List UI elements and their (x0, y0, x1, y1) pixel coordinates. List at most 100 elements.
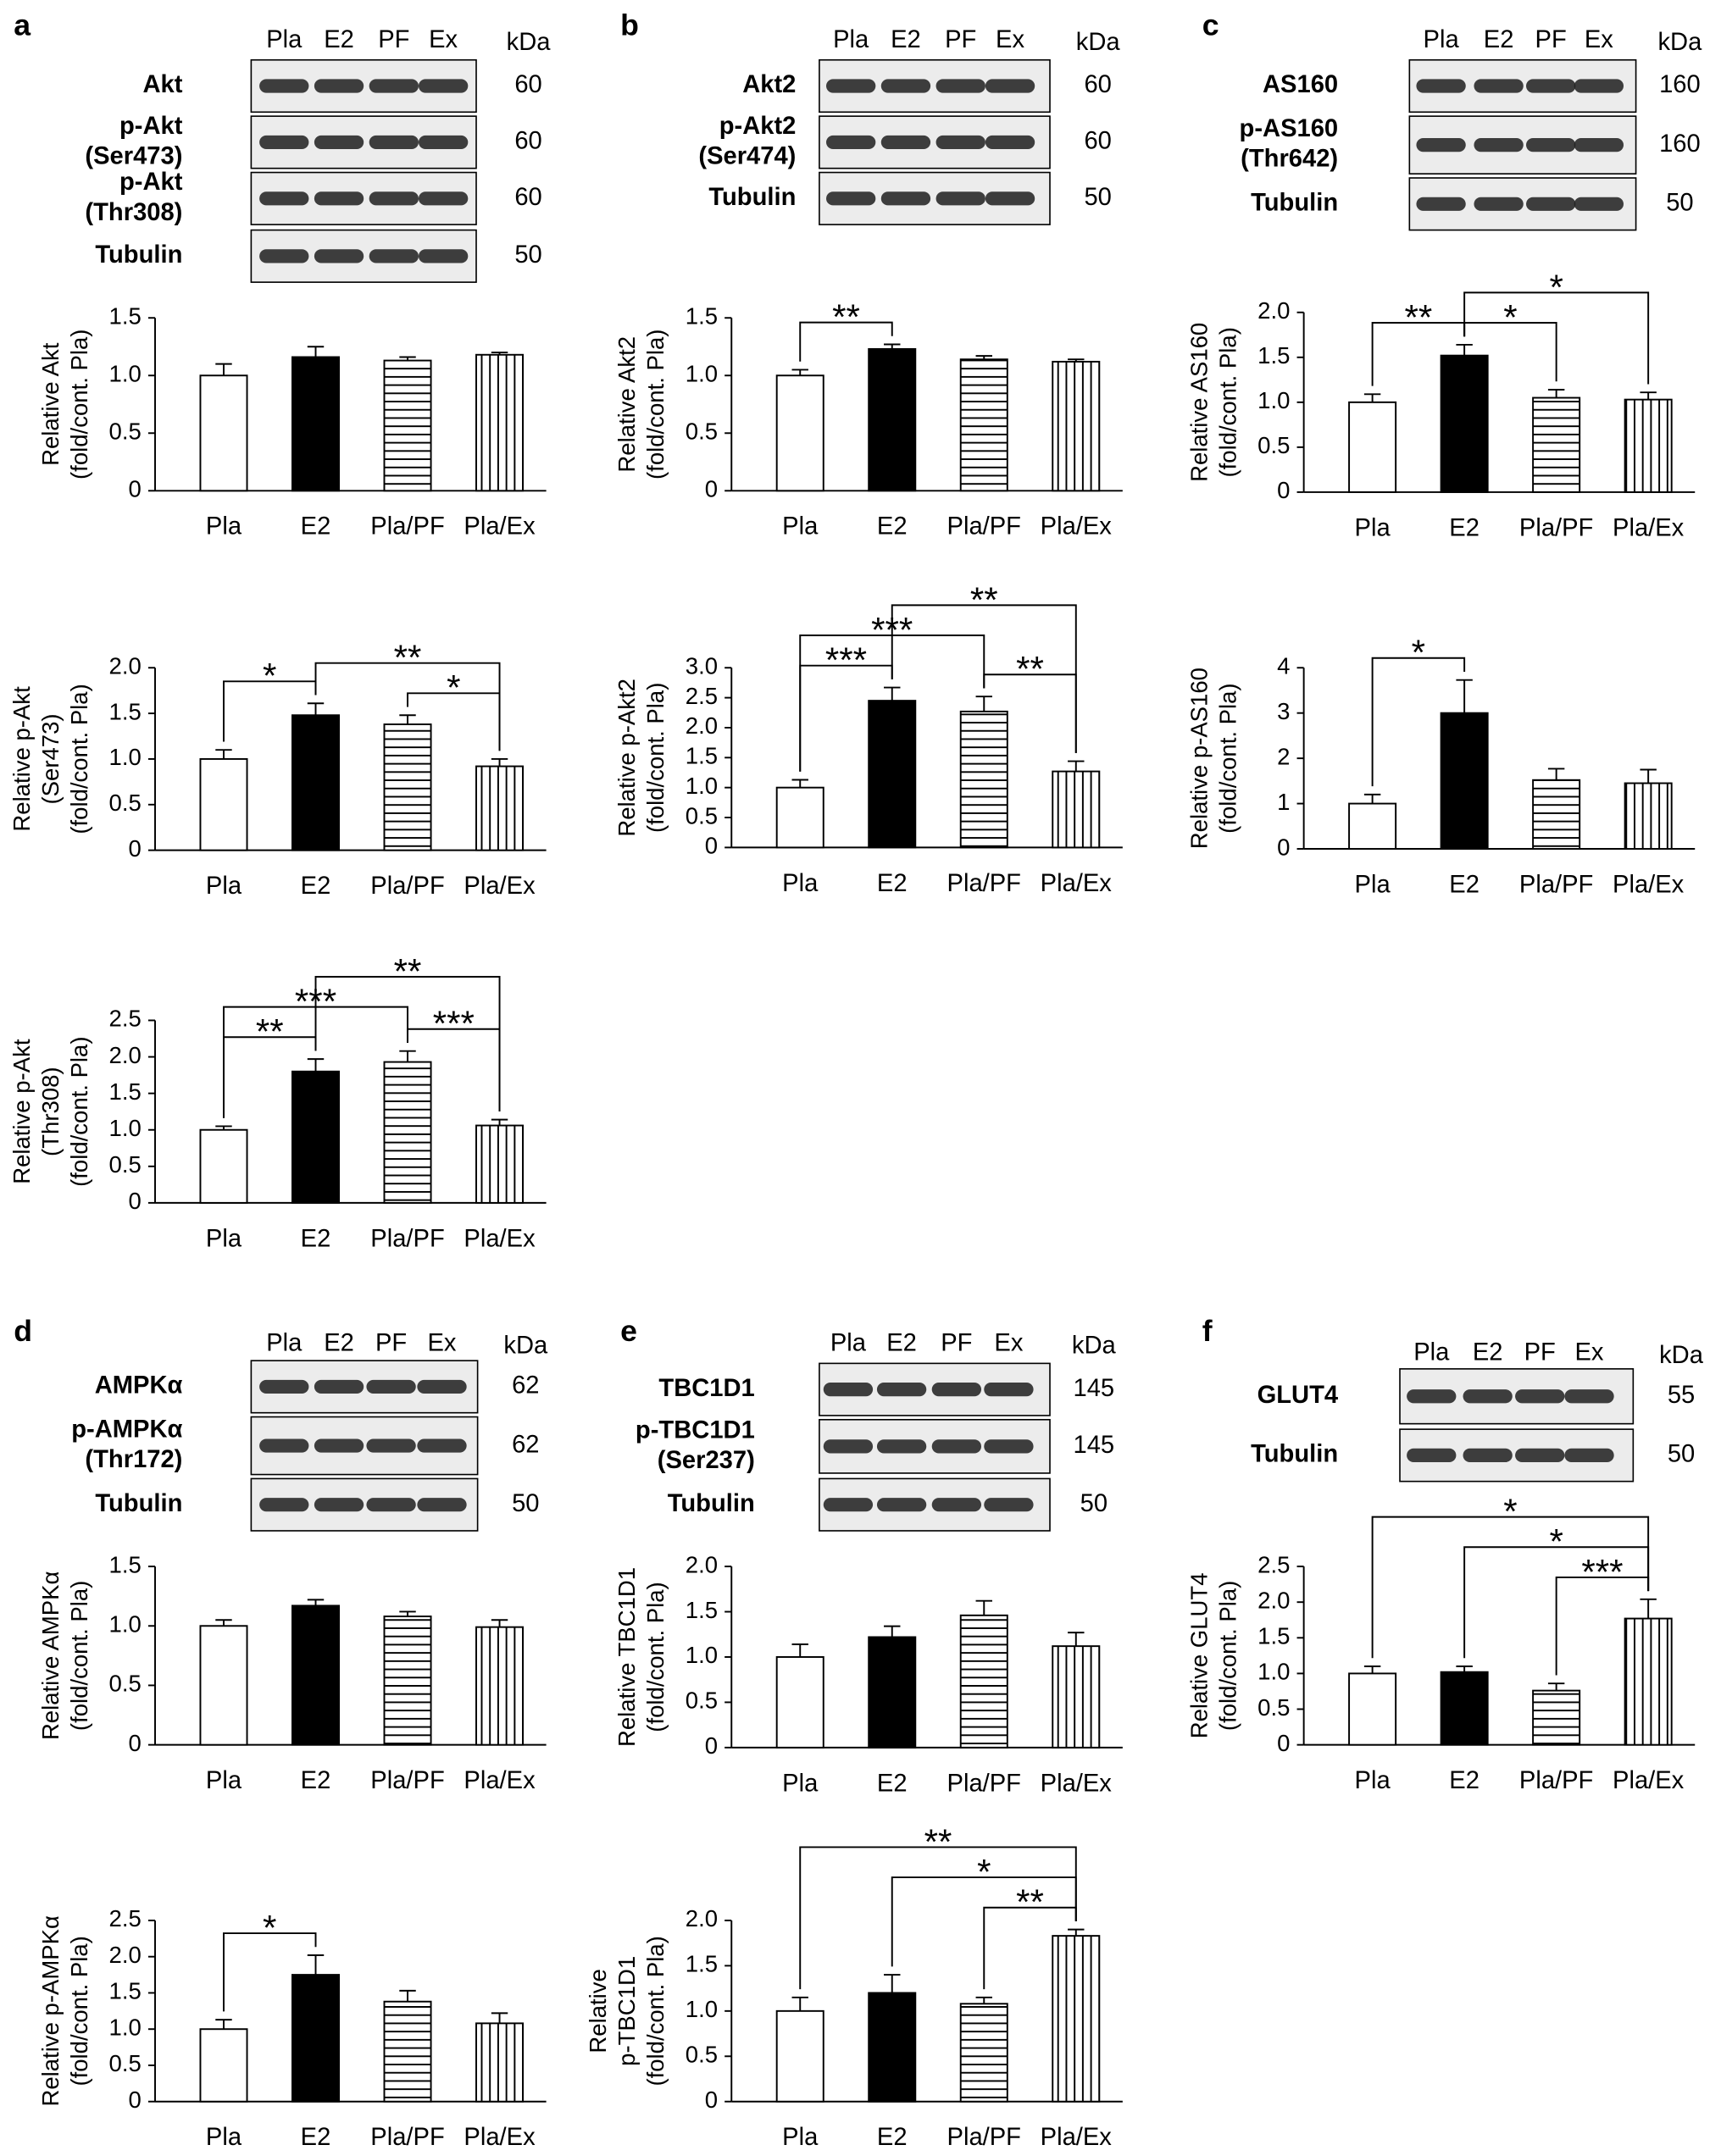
bar (199, 1128, 248, 1204)
significance-bracket (1371, 1516, 1650, 1659)
blot-label: Tubulin (95, 241, 182, 269)
blot-label: (Thr642) (1241, 146, 1338, 173)
panel-letter: a (14, 8, 31, 42)
y-axis-label: Relative Akt2 (613, 336, 640, 473)
kda-header: kDa (503, 1333, 548, 1360)
kda-header: kDa (1657, 29, 1702, 56)
y-tick-label: 0 (129, 835, 142, 862)
blot-band (1474, 79, 1524, 93)
bar (775, 786, 824, 849)
y-tick-label: 1.5 (109, 1078, 142, 1105)
y-tick-label: 0 (129, 476, 142, 502)
y-tick-label: 0.5 (109, 790, 142, 816)
x-tick-label: Pla/Ex (1041, 513, 1113, 540)
error-bar (791, 1643, 808, 1657)
blot-band (1463, 1448, 1513, 1462)
error-bar (215, 1619, 232, 1627)
blot-label: (Ser237) (658, 1447, 755, 1474)
x-tick-label: Pla/PF (370, 2124, 444, 2151)
error-bar (1547, 1682, 1565, 1691)
significance-label: ** (970, 579, 998, 619)
blot-band (259, 79, 309, 93)
kda-value: 60 (514, 71, 541, 98)
lane-label: PF (375, 1329, 407, 1356)
bar (199, 374, 248, 492)
y-tick-label: 2.0 (686, 712, 718, 739)
y-axis-label: Relative p-AMPKα (37, 1915, 64, 2106)
y-tick-label: 2.0 (686, 1905, 718, 1932)
x-tick-label: Pla/Ex (1613, 871, 1685, 898)
significance-label: * (447, 668, 460, 707)
blot-band (1574, 138, 1624, 152)
x-tick-label: E2 (301, 1225, 331, 1252)
lane-label: PF (1524, 1339, 1556, 1366)
y-tick-label: 2.0 (109, 653, 142, 679)
blot-band (259, 1379, 309, 1394)
blot-label: p-TBC1D1 (636, 1416, 755, 1444)
blot-band (1526, 138, 1576, 152)
significance-label: ** (1016, 649, 1044, 689)
blot-band (985, 191, 1035, 206)
x-tick-label: Pla/Ex (1041, 870, 1113, 897)
blot-band (931, 1439, 982, 1454)
blot-band (418, 249, 469, 263)
blot-band (1407, 1448, 1457, 1462)
significance-label: ** (924, 1821, 952, 1861)
panel-letter: e (620, 1314, 637, 1348)
x-tick-label: Pla (1355, 1767, 1391, 1794)
lane-label: Pla (830, 1329, 867, 1356)
x-tick-label: E2 (1449, 514, 1480, 541)
error-bar (399, 714, 416, 725)
blot-label: Tubulin (1251, 190, 1338, 217)
y-tick-label: 1.0 (109, 361, 142, 387)
error-bar (399, 1050, 416, 1062)
x-tick-label: Pla (1355, 871, 1391, 898)
bar (1624, 398, 1673, 493)
y-axis-label: Relative GLUT4 (1185, 1572, 1212, 1738)
x-tick-label: Pla (1355, 514, 1391, 541)
blot-label: AMPKα (95, 1372, 183, 1399)
x-tick-label: Pla/Ex (464, 1767, 536, 1794)
x-tick-label: E2 (877, 870, 908, 897)
y-tick-label: 0 (129, 1730, 142, 1756)
bar (1052, 770, 1101, 849)
blot-band (826, 191, 876, 206)
lane-label: PF (945, 26, 976, 53)
error-bar (307, 1058, 325, 1072)
y-tick-label: 1.5 (109, 1978, 142, 2004)
bar (291, 1974, 341, 2103)
y-axis-label: (fold/cont. Pla) (66, 1581, 92, 1731)
y-tick-label: 0 (1277, 834, 1290, 860)
bar (868, 700, 917, 849)
bar (775, 1656, 824, 1749)
error-bar (1547, 768, 1565, 780)
bar (291, 1070, 341, 1204)
bar (383, 1061, 432, 1204)
blot-band (369, 135, 419, 150)
error-bar (975, 696, 992, 712)
blot-band (1526, 197, 1576, 211)
y-tick-label: 0.5 (109, 2050, 142, 2076)
y-tick-label: 2.5 (1257, 1551, 1290, 1577)
blot-band (984, 1498, 1034, 1512)
bar (383, 1616, 432, 1746)
y-axis-label: (fold/cont. Pla) (1214, 683, 1241, 833)
lane-label: Pla (833, 26, 869, 53)
error-bar (1363, 1665, 1381, 1674)
x-tick-label: Pla/PF (1519, 871, 1593, 898)
x-tick-label: Pla/PF (947, 513, 1021, 540)
blot-label: Akt (142, 71, 182, 98)
lane-label: PF (1535, 26, 1567, 53)
blot-band (1416, 197, 1466, 211)
y-tick-label: 1.5 (686, 1597, 718, 1623)
significance-label: * (1549, 267, 1563, 307)
bar (1440, 712, 1489, 850)
bar (383, 2000, 432, 2103)
bar (1348, 1672, 1397, 1746)
kda-value: 50 (514, 241, 541, 269)
y-tick-label: 2.0 (1257, 297, 1290, 324)
error-bar (1068, 760, 1085, 772)
x-tick-label: Pla/PF (1519, 1767, 1593, 1794)
